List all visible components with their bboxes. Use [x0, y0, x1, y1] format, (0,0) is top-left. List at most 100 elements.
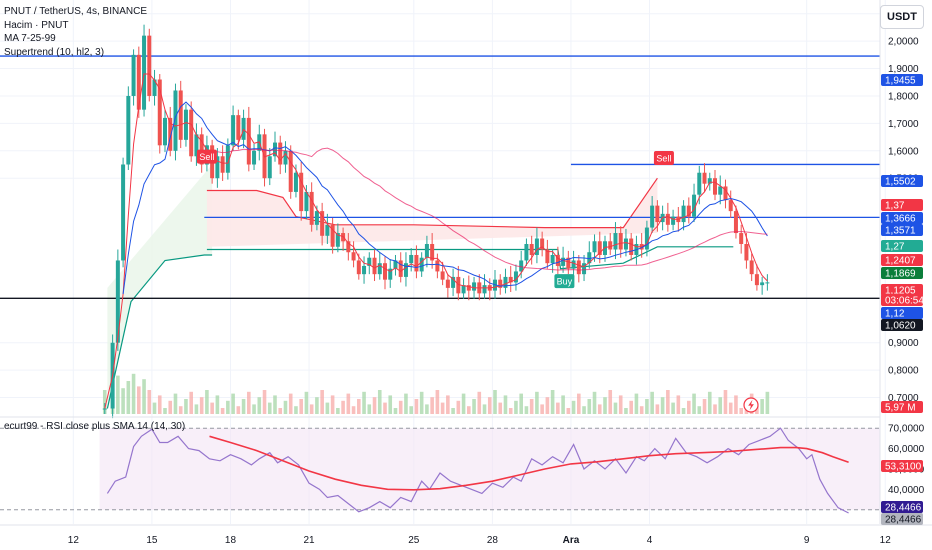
rsi-legend[interactable]: ecurt99 - RSI close plus SMA 14 (14, 30) [4, 421, 186, 432]
volume-bar [681, 408, 686, 414]
volume-bar [189, 391, 193, 414]
supertrend-fill-up [107, 164, 213, 409]
volume-bar [587, 399, 592, 414]
volume-bar [545, 397, 550, 414]
volume-bar [194, 404, 199, 414]
volume-bar [372, 397, 377, 414]
volume-bar [267, 402, 272, 414]
candle-body [749, 260, 754, 275]
rsi-tick-label: 40,0000 [888, 485, 925, 496]
candle-body [267, 156, 272, 179]
volume-bar [215, 395, 220, 414]
volume-bar [550, 390, 555, 414]
candle-body [346, 241, 351, 253]
price-tick-label: 0,8000 [888, 366, 919, 377]
time-tick-label: 15 [146, 535, 158, 546]
indicator-supertrend[interactable]: Supertrend (10, hl2, 3) [4, 46, 105, 58]
candle-body [314, 211, 319, 225]
volume-bar [131, 373, 136, 414]
volume-bar [362, 391, 366, 414]
volume-bar [655, 404, 660, 414]
rsi-sma-line [209, 435, 849, 491]
supertrend-fills [106, 164, 734, 409]
price-tag: 1,0620 [885, 321, 916, 332]
candle-body [183, 109, 188, 140]
volume-bar [220, 408, 225, 414]
indicator-ma[interactable]: MA 7-25-99 [4, 33, 56, 44]
volume-bar [157, 395, 162, 414]
candle-body [582, 263, 587, 275]
candle-body [163, 117, 167, 146]
volume-bar [341, 400, 345, 414]
volume-bar [718, 397, 723, 414]
volume-bar [639, 406, 644, 414]
volume-bar [404, 393, 408, 414]
volume-bar [430, 397, 434, 414]
volume-bar [241, 399, 246, 414]
flash-icon[interactable] [743, 397, 759, 413]
ma-line [122, 101, 768, 295]
volume-bar [294, 406, 298, 414]
volume-bars [102, 373, 770, 414]
price-tick-label: 1,9000 [888, 64, 919, 75]
indicator-volume[interactable]: Hacim · PNUT [4, 19, 69, 31]
candle-body [430, 244, 435, 261]
price-tag: 1,27 [885, 242, 905, 253]
candle-body [665, 213, 670, 225]
volume-bar [671, 402, 675, 414]
price-tag: 1,2407 [885, 256, 916, 267]
volume-bar [320, 390, 324, 414]
volume-bar [299, 399, 303, 414]
symbol-title[interactable]: PNUT / TetherUS, 4s, BINANCE [4, 6, 148, 17]
sell-marker [196, 149, 217, 164]
candle-body [231, 115, 236, 146]
volume-bar [398, 400, 403, 414]
price-tag-bg [881, 401, 923, 413]
candle-body [102, 408, 107, 410]
candle-body [608, 241, 613, 250]
volume-bar [262, 390, 267, 414]
volume-bar [393, 408, 398, 414]
volume-bar [728, 402, 733, 414]
volume-bar [357, 399, 361, 414]
volume-bar [163, 408, 167, 414]
price-tag: 1,1869 [885, 269, 916, 280]
candle-body [550, 254, 555, 264]
volume-bar [184, 399, 188, 414]
volume-bar [535, 391, 539, 414]
candle-body [498, 279, 503, 288]
candle-body [377, 263, 382, 275]
volume-bar [524, 406, 529, 414]
candle-body [325, 224, 330, 236]
volume-bar [645, 399, 649, 414]
price-tick-label: 2,0000 [888, 37, 919, 48]
candle-body [152, 79, 157, 96]
candle-body [629, 238, 634, 255]
candle-body [215, 156, 220, 179]
volume-bar [571, 400, 576, 414]
candle-body [142, 35, 147, 110]
candle-body [650, 205, 655, 228]
candle-body [362, 265, 367, 275]
volume-bar [102, 390, 107, 414]
volume-bar [147, 390, 152, 414]
volume-bar [273, 395, 277, 414]
candle-body [252, 150, 257, 165]
price-tag-bg [881, 224, 923, 236]
volume-bar [477, 391, 482, 414]
candle-body [414, 254, 419, 272]
candle-body [686, 205, 691, 217]
candle-body [293, 172, 298, 192]
volume-bar [116, 375, 120, 414]
time-axis[interactable]: 121518212528Ara491216 [0, 524, 932, 546]
volume-bar [697, 406, 702, 414]
volume-bar [687, 400, 691, 414]
candle-body [320, 211, 325, 236]
candle-body [236, 115, 241, 140]
volume-bar [482, 404, 487, 414]
volume-bar [309, 404, 314, 414]
price-tag: 03:06:54 [885, 296, 924, 307]
candle-body [461, 285, 466, 294]
currency-button[interactable]: USDT [880, 5, 924, 29]
